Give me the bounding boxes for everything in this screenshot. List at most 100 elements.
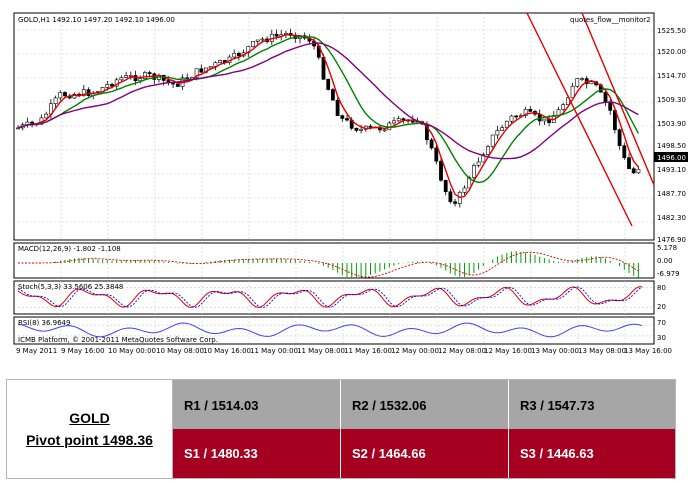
macd-tick: 0.00 [657,257,673,265]
candle-body [119,77,124,81]
price-chart[interactable]: GOLD,H1 1492.10 1497.20 1492.10 1496.00 … [0,0,688,360]
candle-body [147,72,152,75]
candle-body [208,66,213,69]
candle-body [251,41,255,47]
candle-body [561,104,566,110]
macd-signal-line [18,251,639,278]
macd-plot [18,251,639,279]
stoch-plot [17,286,643,309]
support-1: S1 / 1480.33 [173,429,341,478]
candle-body [86,89,91,96]
candle-body [504,120,509,128]
price-tick: 1525.50 [657,27,686,35]
symbol-info: GOLD,H1 1492.10 1497.20 1492.10 1496.00 [18,16,175,24]
macd-label: MACD(12,26,9) -1.802 -1.108 [18,245,121,253]
pivot-table: GOLD Pivot point 1498.36 R1 / 1514.03 R2… [6,379,676,479]
candle-body [627,157,631,169]
time-label: 12 May 08:00 [438,347,486,355]
candle-body [232,52,237,58]
candle-body [368,125,373,128]
resistance-1: R1 / 1514.03 [173,380,341,429]
candle-body [603,91,608,103]
time-label: 13 May 16:00 [624,347,672,355]
stoch-pane [13,280,655,315]
time-label: 13 May 00:00 [531,347,579,355]
candle-body [128,75,133,77]
ma-line [17,35,640,184]
candle-body [462,187,467,193]
candle-body [63,92,67,97]
candle-body [110,84,114,87]
current-price-marker [654,152,688,162]
candle-body [443,180,448,193]
candle-body [490,134,495,147]
time-label: 11 May 16:00 [344,347,392,355]
candle-body [392,120,396,124]
chart-canvas: GOLD,H1 1492.10 1497.20 1492.10 1496.00 … [13,12,688,355]
support-2: S2 / 1464.66 [341,429,509,478]
price-tick: 1493.10 [657,166,686,174]
time-label: 10 May 16:00 [203,347,251,355]
time-label: 12 May 00:00 [391,347,439,355]
current-price: 1496.00 [657,154,686,162]
time-label: 10 May 00:00 [108,347,156,355]
time-label: 10 May 08:00 [156,347,204,355]
price-tick: 1476.90 [657,236,686,244]
candle-body [631,168,636,174]
moving-averages [17,33,640,199]
price-tick: 1520.00 [657,48,686,56]
candle-body [589,81,594,85]
candle-body [58,92,63,99]
candle-body [213,62,218,67]
candle-body [345,118,349,121]
candle-body [105,84,110,88]
candle-body [453,201,458,204]
candle-body [335,99,340,116]
candle-body [514,115,519,118]
candle-body [448,191,453,203]
price-tick: 1509.30 [657,96,686,104]
candle-body [575,78,580,87]
candle-body [138,78,143,82]
candle-body [44,113,49,119]
rsi-pane [13,316,655,345]
macd-tick: 5.178 [657,244,677,252]
candle-body [565,97,570,105]
candle-body [326,79,331,90]
stoch-tick: 20 [657,303,666,311]
candle-body [528,108,533,112]
symbol-name: GOLD [69,410,110,426]
candle-body [429,139,434,149]
resistance-3: R3 / 1547.73 [509,380,675,429]
candle-body [486,146,490,155]
price-tick: 1503.90 [657,120,686,128]
candle-body [481,154,486,163]
stoch-signal-line [17,286,643,308]
rsi-tick: 30 [657,334,666,342]
candle-body [396,118,401,122]
resistance-2: R2 / 1532.06 [341,380,509,429]
candle-body [622,145,627,158]
price-tick: 1482.30 [657,214,686,222]
candle-body [542,118,547,122]
candle-body [495,130,500,136]
grid-lines [14,13,654,344]
candle-body [143,72,147,79]
candle-body [509,115,514,122]
candle-body [439,160,443,181]
candle-body [260,38,265,41]
stoch-label: Stoch(5,3,3) 33.5606 25.3848 [18,283,123,291]
rsi-plot [17,322,643,338]
candle-body [237,52,241,57]
support-3: S3 / 1446.63 [509,429,675,478]
candle-body [340,115,345,119]
candle-body [570,85,575,99]
time-label: 11 May 08:00 [297,347,345,355]
candle-body [194,68,199,78]
rsi-label: RSI(8) 36.9649 [18,319,70,327]
ma-line [17,42,639,160]
main-pane [13,12,655,241]
candle-body [53,97,58,104]
time-label: 9 May 2011 [16,347,57,355]
candle-body [500,127,505,131]
